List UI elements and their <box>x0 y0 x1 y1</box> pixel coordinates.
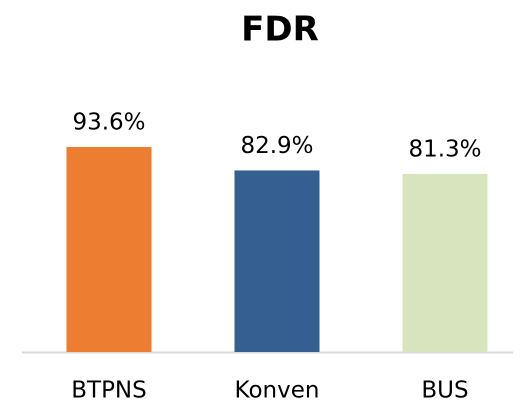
chart-title: FDR <box>241 10 319 50</box>
value-label: 81.3% <box>408 136 481 162</box>
value-label: 82.9% <box>240 133 313 159</box>
x-tick-label: Konven <box>235 378 320 404</box>
x-tick-label: BTPNS <box>71 378 147 404</box>
bar <box>66 147 152 352</box>
x-tick-label: BUS <box>421 378 468 404</box>
bar <box>234 170 320 352</box>
bar <box>402 173 488 352</box>
value-label: 93.6% <box>72 110 145 136</box>
